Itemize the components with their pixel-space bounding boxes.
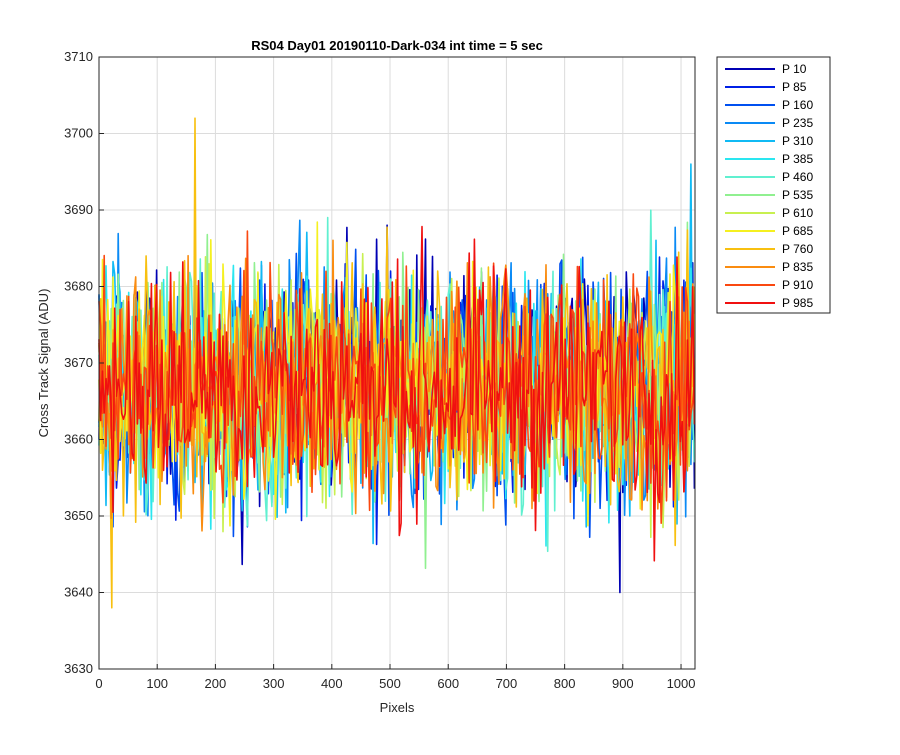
legend-label: P 310 xyxy=(782,134,813,148)
y-tick-label: 3700 xyxy=(64,126,93,141)
x-tick-label: 1000 xyxy=(667,676,696,691)
series-line xyxy=(98,225,696,562)
y-tick-label: 3630 xyxy=(64,661,93,676)
legend-label: P 985 xyxy=(782,296,813,310)
y-tick-label: 3690 xyxy=(64,202,93,217)
x-tick-label: 300 xyxy=(263,676,285,691)
x-axis: 0 100 200 300 400 500 600 700 800 900 1000 xyxy=(95,664,695,691)
y-tick-label: 3670 xyxy=(64,355,93,370)
x-tick-label: 700 xyxy=(496,676,518,691)
legend-label: P 685 xyxy=(782,224,813,238)
legend-box xyxy=(716,56,831,314)
legend-label: P 160 xyxy=(782,98,813,112)
y-axis: 3630 3640 3650 3660 3670 3680 3690 3700 3710 xyxy=(64,49,104,676)
legend-label: P 835 xyxy=(782,260,813,274)
x-tick-label: 500 xyxy=(379,676,401,691)
legend-label: P 610 xyxy=(782,206,813,220)
x-tick-label: 800 xyxy=(554,676,576,691)
x-tick-label: 0 xyxy=(95,676,102,691)
x-tick-label: 600 xyxy=(437,676,459,691)
x-tick-label: 900 xyxy=(612,676,634,691)
chart-title: RS04 Day01 20190110-Dark-034 int time = … xyxy=(251,38,543,53)
legend-label: P 235 xyxy=(782,116,813,130)
y-tick-label: 3660 xyxy=(64,432,93,447)
y-tick-label: 3640 xyxy=(64,585,93,600)
legend-label: P 460 xyxy=(782,170,813,184)
legend-label: P 910 xyxy=(782,278,813,292)
x-axis-label: Pixels xyxy=(380,700,415,715)
legend-label: P 10 xyxy=(782,62,807,76)
legend-label: P 760 xyxy=(782,242,813,256)
legend-label: P 385 xyxy=(782,152,813,166)
x-tick-label: 400 xyxy=(321,676,343,691)
y-tick-label: 3710 xyxy=(64,49,93,64)
y-tick-label: 3680 xyxy=(64,279,93,294)
y-tick-label: 3650 xyxy=(64,508,93,523)
legend-label: P 535 xyxy=(782,188,813,202)
x-tick-label: 100 xyxy=(146,676,168,691)
legend: P 10 P 85 P 160 P 235 P 310 P 385 P 460 P 535 P … xyxy=(716,56,831,314)
y-axis-label: Cross Track Signal (ADU) xyxy=(36,289,51,438)
x-tick-label: 200 xyxy=(205,676,227,691)
series-layer xyxy=(98,117,696,609)
legend-label: P 85 xyxy=(782,80,807,94)
